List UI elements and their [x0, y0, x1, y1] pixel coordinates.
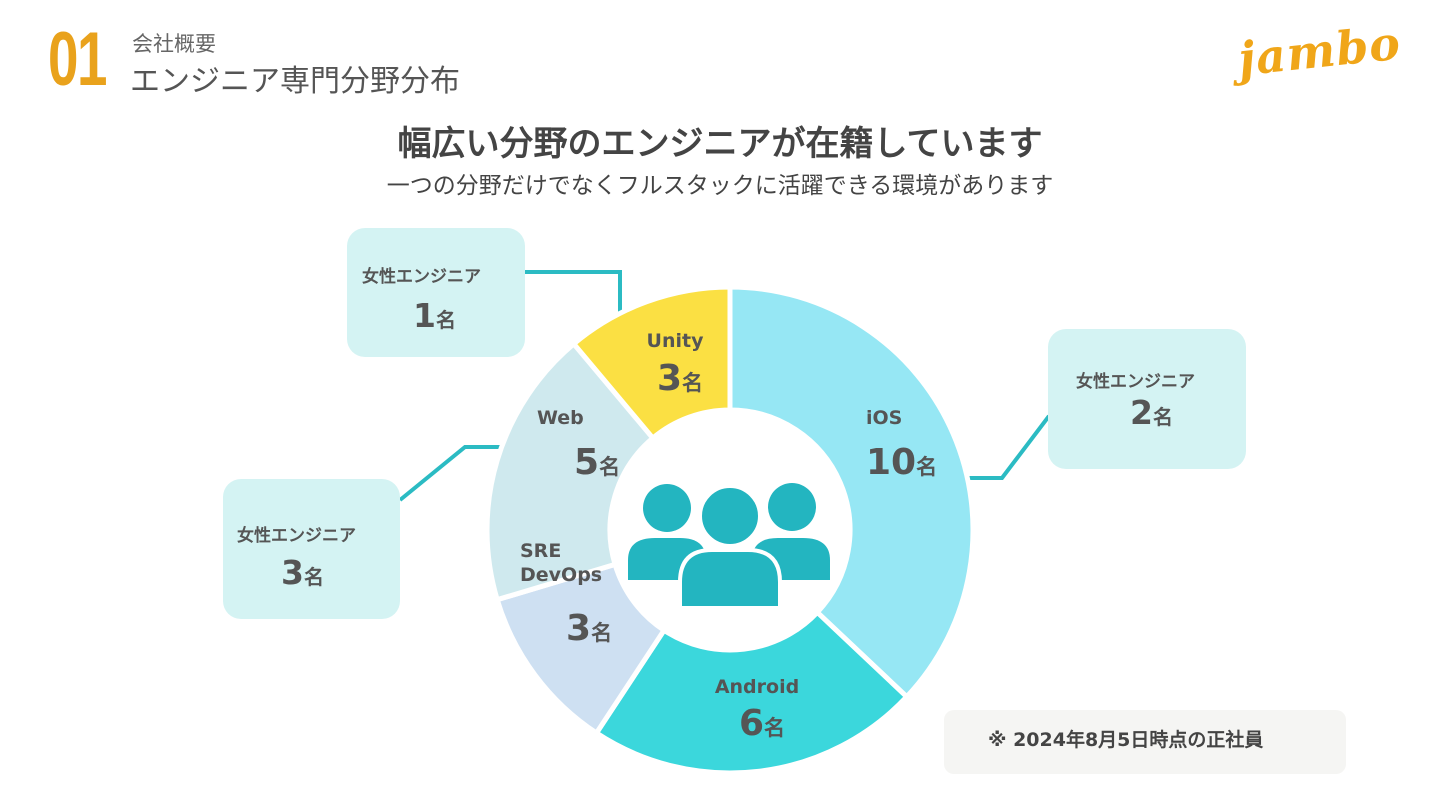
people-group-icon	[628, 483, 830, 610]
callout-label: 女性エンジニア	[362, 267, 481, 287]
connector-web	[398, 445, 505, 502]
callout-connectors	[398, 270, 1051, 502]
slice-web	[484, 340, 657, 603]
subheadline: 一つの分野だけでなくフルスタックに活躍できる環境があります	[386, 173, 1054, 199]
slice-value-ios: 10名	[866, 442, 937, 483]
slice-label-ios: iOS	[866, 407, 902, 429]
slice-label-sre-devops: SRE DevOps	[520, 540, 602, 586]
slice-value-web: 5名	[574, 442, 620, 483]
callout-value: 3名	[281, 553, 324, 592]
callout-label: 女性エンジニア	[1076, 372, 1195, 392]
callout-label: 女性エンジニア	[237, 526, 356, 546]
callout-female-engineers-ios: 女性エンジニア 2名	[1048, 329, 1246, 469]
footnote-text: ※ 2024年8月5日時点の正社員	[988, 729, 1264, 751]
section-number: 01	[48, 17, 107, 102]
connector-unity	[525, 270, 622, 316]
section-title: エンジニア専門分野分布	[130, 64, 460, 99]
slice-value-android: 6名	[739, 703, 785, 744]
section-label: 会社概要	[132, 32, 216, 56]
slice-label-unity: Unity	[647, 330, 705, 352]
callout-value: 2名	[1130, 393, 1173, 432]
connector-ios	[962, 414, 1051, 480]
slice-ios	[727, 284, 976, 701]
slice-value-unity: 3名	[657, 358, 703, 399]
slice-android	[593, 608, 911, 776]
slice-labels: iOS 10名 Android 6名 SRE DevOps 3名 Web 5名 Unity 3名	[520, 330, 937, 744]
callout-female-engineers-web: 女性エンジニア 3名	[223, 479, 400, 619]
slice-label-android: Android	[715, 676, 799, 698]
callout-female-engineers-unity: 女性エンジニア 1名	[347, 228, 525, 357]
callout-value: 1名	[413, 296, 456, 335]
slice-label-web: Web	[537, 407, 584, 429]
headline: 幅広い分野のエンジニアが在籍しています	[397, 124, 1043, 164]
donut-slices	[484, 284, 976, 776]
slice-unity	[570, 284, 733, 442]
footnote: ※ 2024年8月5日時点の正社員	[944, 710, 1346, 774]
slice-value-sre-devops: 3名	[566, 608, 612, 649]
